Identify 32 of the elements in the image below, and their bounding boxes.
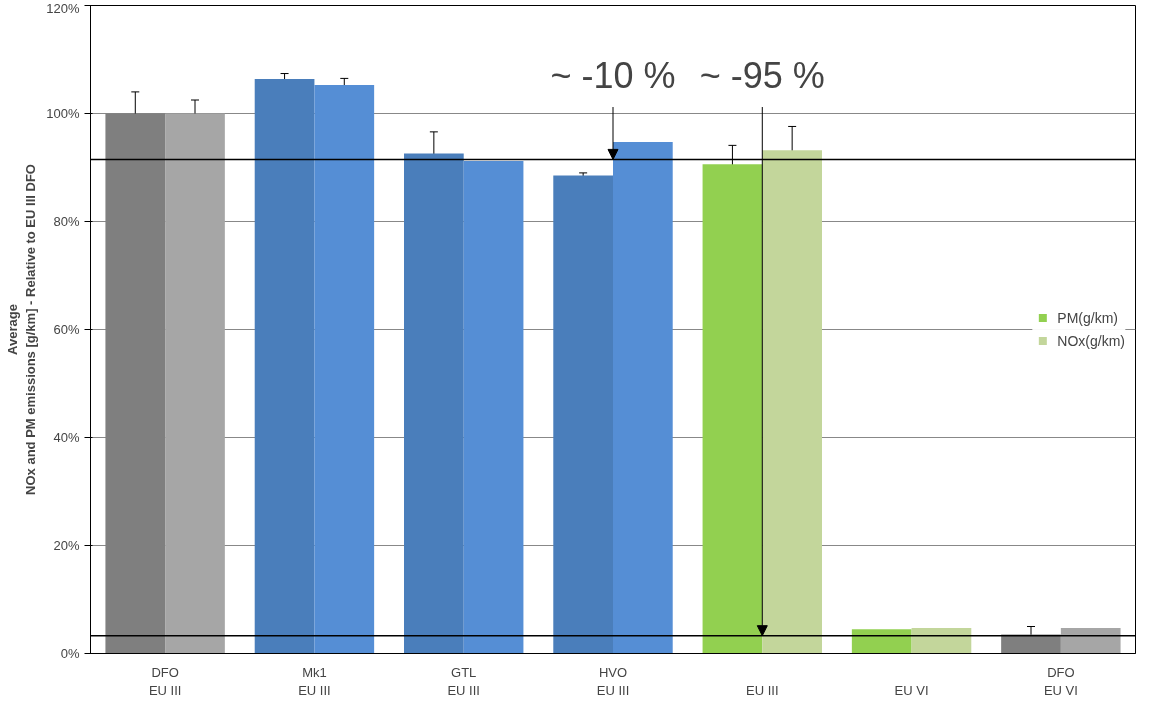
x-tick-label: GTL EU III [447,664,480,698]
y-tick-label: 0% [60,646,80,661]
y-tick-label: 120% [46,0,80,16]
x-tick-label: Mk1 EU III [298,664,331,698]
y-tick-label: 100% [46,106,80,121]
bar [1060,628,1121,654]
x-tick-label: EU VI [894,682,929,698]
y-tick-label: 80% [53,214,80,229]
x-tick-label: DFO EU III [148,664,182,698]
y-tick-label: 60% [53,322,80,337]
bar [404,153,464,654]
bar [613,142,673,654]
legend-label: NOx(g/km) [1057,332,1125,349]
bar [463,161,524,654]
y-axis-title: Average NOx and PM emissions [g/km] - Relative to EU III DFO [5,164,39,495]
bar [1001,634,1061,654]
bar [254,78,315,654]
annotation: ~ -95 % [699,55,825,97]
bar [702,164,763,654]
legend-label: PM(g/km) [1057,309,1118,326]
y-tick-label: 20% [53,538,80,553]
x-tick-label: EU III [746,682,779,698]
bar [553,175,613,654]
bar [851,629,912,654]
bar [314,84,375,654]
x-tick-label: HVO EU III [596,664,630,698]
bar [911,628,972,654]
y-tick-label: 40% [53,430,80,445]
bar [165,113,225,654]
annotation: ~ -10 % [550,55,676,97]
x-tick-label: DFO EU VI [1043,664,1078,698]
bar [762,150,822,654]
